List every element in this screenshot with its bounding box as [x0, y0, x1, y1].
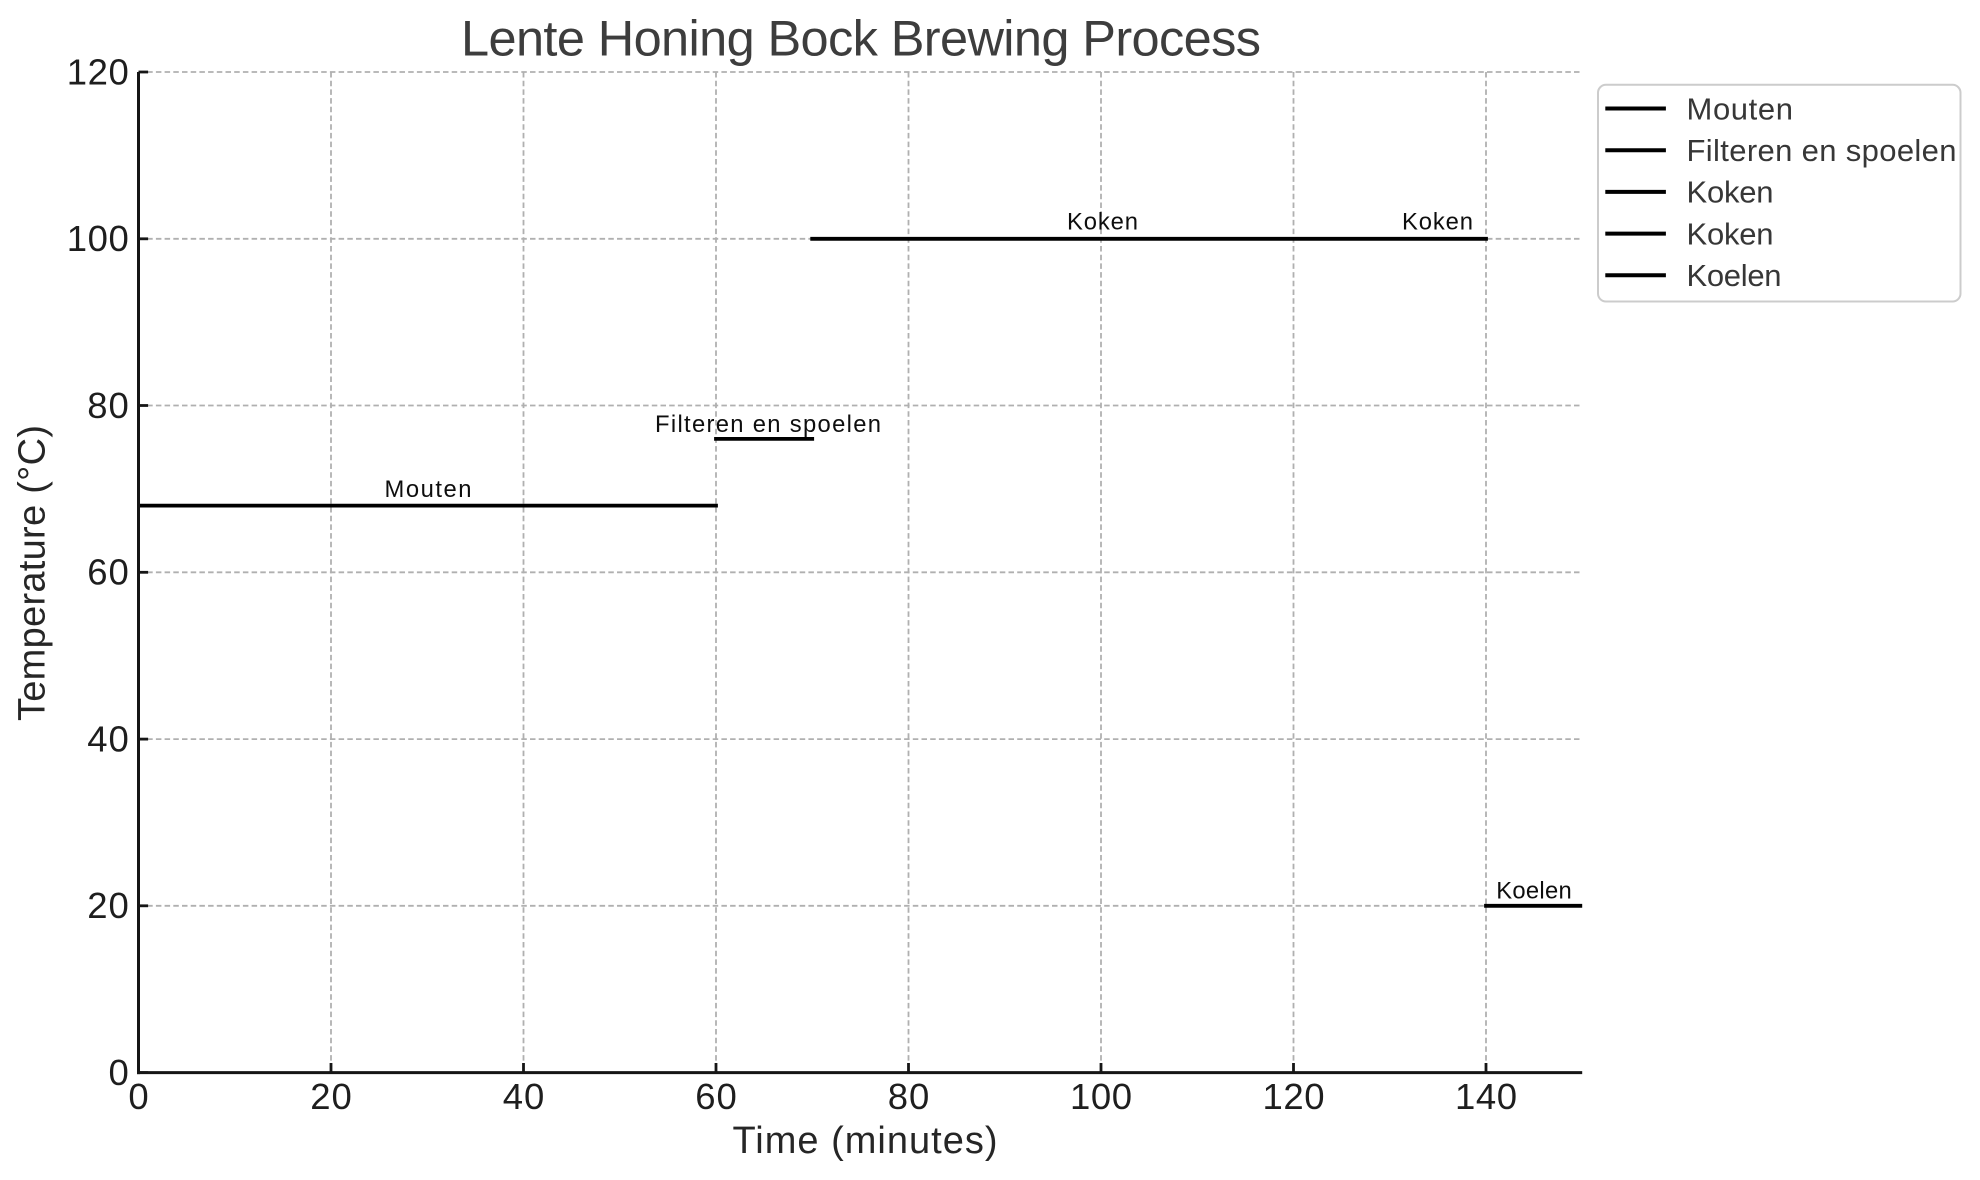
svg-text:Koken: Koken	[1402, 209, 1473, 236]
svg-text:Koelen: Koelen	[1687, 258, 1782, 293]
svg-text:Filteren en spoelen: Filteren en spoelen	[655, 411, 881, 438]
svg-text:Mouten: Mouten	[1687, 91, 1794, 126]
svg-text:0: 0	[108, 1052, 128, 1093]
svg-text:120: 120	[67, 51, 129, 92]
svg-text:80: 80	[888, 1076, 930, 1117]
svg-text:Time (minutes): Time (minutes)	[733, 1120, 998, 1162]
svg-text:120: 120	[1263, 1076, 1325, 1117]
svg-text:40: 40	[87, 719, 129, 760]
svg-text:Mouten: Mouten	[385, 476, 472, 503]
svg-text:100: 100	[67, 218, 129, 259]
svg-text:Koken: Koken	[1687, 216, 1774, 251]
svg-text:100: 100	[1070, 1076, 1132, 1117]
svg-text:Lente Honing Bock Brewing Proc: Lente Honing Bock Brewing Process	[461, 10, 1261, 67]
svg-text:Koken: Koken	[1687, 175, 1774, 210]
svg-text:Filteren en spoelen: Filteren en spoelen	[1687, 133, 1957, 168]
svg-text:Temperature (°C): Temperature (°C)	[12, 425, 54, 721]
svg-text:20: 20	[310, 1076, 352, 1117]
svg-text:140: 140	[1455, 1076, 1517, 1117]
svg-text:40: 40	[503, 1076, 545, 1117]
svg-text:20: 20	[87, 885, 129, 926]
svg-text:60: 60	[87, 552, 129, 593]
svg-text:60: 60	[695, 1076, 737, 1117]
svg-text:0: 0	[128, 1076, 148, 1117]
svg-text:Koelen: Koelen	[1496, 878, 1572, 905]
svg-text:80: 80	[87, 385, 129, 426]
svg-text:Koken: Koken	[1067, 209, 1138, 236]
